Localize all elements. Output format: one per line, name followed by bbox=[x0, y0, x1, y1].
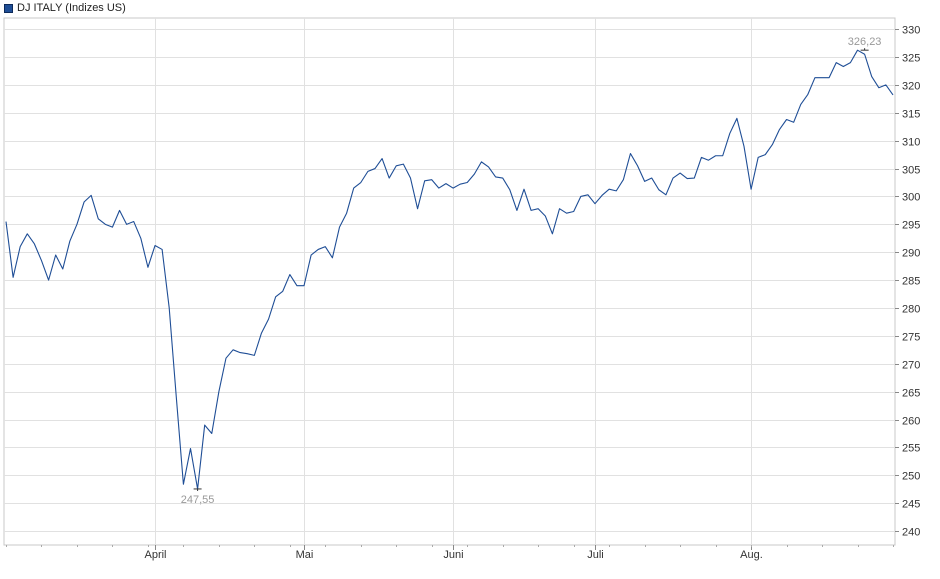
y-tick-label: 305 bbox=[902, 165, 920, 177]
y-tick-label: 315 bbox=[902, 109, 920, 121]
y-tick-label: 280 bbox=[902, 304, 920, 316]
y-tick-label: 240 bbox=[902, 527, 920, 539]
legend: DJ ITALY (Indizes US) bbox=[4, 1, 126, 15]
series-line bbox=[5, 49, 894, 490]
plot-area bbox=[3, 17, 896, 546]
y-tick-label: 260 bbox=[902, 416, 920, 428]
y-tick-label: 275 bbox=[902, 332, 920, 344]
y-tick-label: 290 bbox=[902, 248, 920, 260]
y-tick-label: 325 bbox=[902, 53, 920, 65]
x-tick-label: Juni bbox=[443, 549, 463, 561]
x-tick-label: Aug. bbox=[740, 549, 763, 561]
legend-label: DJ ITALY (Indizes US) bbox=[17, 2, 126, 14]
y-tick-label: 310 bbox=[902, 137, 920, 149]
x-tick-label: Mai bbox=[296, 549, 314, 561]
y-tick-label: 300 bbox=[902, 192, 920, 204]
annotation-label: 247,55 bbox=[181, 494, 215, 506]
annotation-label: 326,23 bbox=[848, 36, 882, 48]
y-tick-label: 270 bbox=[902, 360, 920, 372]
y-tick-label: 285 bbox=[902, 276, 920, 288]
y-tick-label: 330 bbox=[902, 25, 920, 37]
legend-swatch bbox=[4, 3, 13, 13]
y-tick-label: 255 bbox=[902, 443, 920, 455]
y-tick-label: 265 bbox=[902, 388, 920, 400]
y-tick-label: 320 bbox=[902, 81, 920, 93]
y-tick-label: 245 bbox=[902, 499, 920, 511]
y-tick-label: 295 bbox=[902, 220, 920, 232]
x-tick-label: April bbox=[144, 549, 166, 561]
y-tick-label: 250 bbox=[902, 471, 920, 483]
x-tick-label: Juli bbox=[587, 549, 604, 561]
